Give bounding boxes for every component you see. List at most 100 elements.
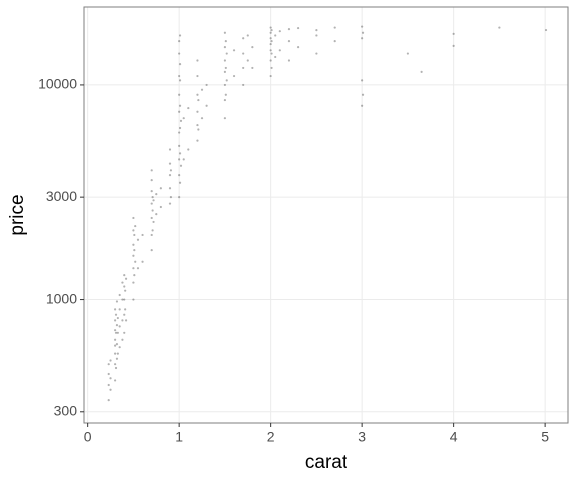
point: [223, 117, 226, 120]
point: [141, 260, 144, 263]
y-tick-label: 300: [54, 402, 78, 418]
point: [361, 25, 364, 28]
point: [278, 30, 281, 33]
point: [168, 187, 172, 190]
point: [178, 181, 182, 184]
point: [205, 104, 208, 107]
points: [107, 25, 548, 402]
point: [121, 281, 124, 284]
point: [225, 52, 228, 55]
point: [196, 59, 199, 62]
point: [178, 79, 182, 82]
point: [242, 37, 245, 40]
point: [196, 123, 199, 127]
point: [223, 46, 226, 49]
point: [242, 52, 245, 55]
point: [118, 293, 121, 297]
point: [223, 59, 226, 62]
point: [246, 59, 249, 62]
point: [168, 162, 172, 165]
point: [114, 366, 118, 370]
point: [114, 329, 117, 332]
point: [269, 49, 272, 52]
point: [544, 28, 548, 32]
point: [124, 319, 128, 322]
point: [278, 49, 281, 52]
point: [134, 224, 137, 228]
point: [121, 298, 124, 301]
point: [287, 28, 291, 31]
point: [132, 243, 135, 246]
point: [269, 31, 272, 34]
point: [196, 74, 199, 78]
point: [178, 144, 181, 147]
point: [270, 40, 273, 43]
point: [123, 274, 126, 277]
point: [114, 379, 117, 382]
point: [115, 343, 119, 346]
point: [246, 34, 249, 37]
point: [107, 383, 110, 387]
x-tick-label: 5: [541, 429, 549, 445]
point: [118, 308, 121, 311]
point: [152, 220, 155, 224]
point: [232, 49, 236, 52]
point: [109, 377, 112, 380]
point: [134, 260, 137, 263]
point: [223, 70, 226, 73]
point: [178, 63, 182, 66]
point: [124, 308, 127, 311]
point: [150, 202, 153, 205]
point: [133, 274, 136, 277]
point: [123, 313, 126, 316]
point: [169, 169, 173, 172]
point: [109, 359, 112, 362]
point: [168, 148, 172, 151]
point: [151, 209, 154, 212]
point: [118, 346, 121, 349]
x-tick-label: 1: [175, 429, 183, 445]
point: [178, 174, 181, 177]
point: [269, 37, 272, 40]
point: [269, 42, 272, 46]
point: [168, 202, 172, 205]
point: [123, 298, 126, 301]
point: [178, 52, 181, 55]
point: [155, 213, 158, 216]
point: [196, 110, 199, 113]
point: [114, 308, 117, 311]
point: [197, 128, 200, 131]
point: [197, 98, 200, 102]
panel: [84, 7, 568, 423]
point: [150, 216, 153, 220]
point: [269, 74, 272, 78]
point: [200, 88, 204, 91]
y-tick-label: 10000: [38, 76, 77, 92]
point: [361, 104, 364, 107]
point: [178, 152, 182, 155]
point: [114, 363, 117, 366]
point: [452, 44, 455, 47]
point: [287, 40, 291, 43]
point: [232, 74, 236, 78]
point: [115, 300, 119, 303]
point: [136, 267, 140, 270]
point: [498, 26, 501, 29]
point: [141, 233, 144, 237]
point: [116, 331, 119, 334]
point: [159, 205, 162, 209]
point: [133, 248, 136, 252]
point: [178, 196, 181, 199]
y-tick-label: 3000: [46, 188, 77, 204]
point: [124, 277, 128, 280]
point: [150, 169, 153, 172]
y-tick-label: 1000: [46, 290, 77, 306]
point: [178, 131, 181, 134]
point: [224, 93, 227, 96]
point: [150, 190, 153, 193]
point: [187, 106, 190, 110]
point: [182, 117, 185, 120]
point: [274, 55, 277, 59]
point: [296, 46, 300, 49]
